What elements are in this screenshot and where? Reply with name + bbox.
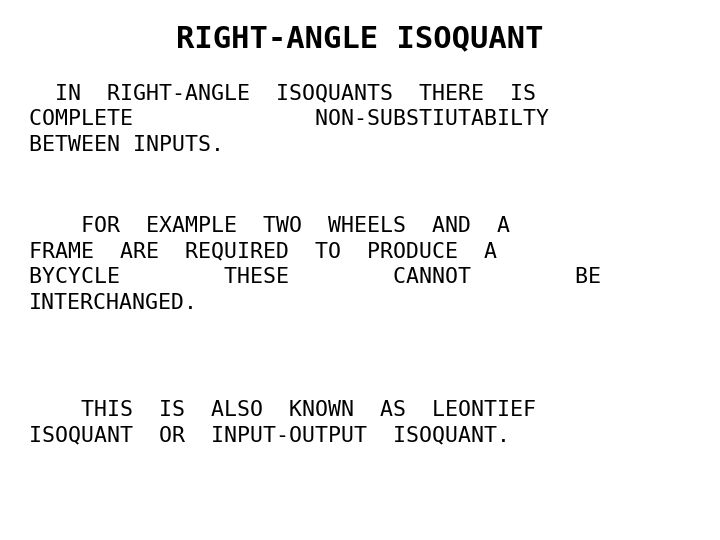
Text: THIS  IS  ALSO  KNOWN  AS  LEONTIEF
ISOQUANT  OR  INPUT-OUTPUT  ISOQUANT.: THIS IS ALSO KNOWN AS LEONTIEF ISOQUANT … <box>29 400 536 445</box>
Text: RIGHT-ANGLE ISOQUANT: RIGHT-ANGLE ISOQUANT <box>176 24 544 53</box>
Text: FOR  EXAMPLE  TWO  WHEELS  AND  A
FRAME  ARE  REQUIRED  TO  PRODUCE  A
BYCYCLE  : FOR EXAMPLE TWO WHEELS AND A FRAME ARE R… <box>29 216 600 313</box>
Text: IN  RIGHT-ANGLE  ISOQUANTS  THERE  IS
COMPLETE              NON-SUBSTIUTABILTY
B: IN RIGHT-ANGLE ISOQUANTS THERE IS COMPLE… <box>29 84 549 155</box>
